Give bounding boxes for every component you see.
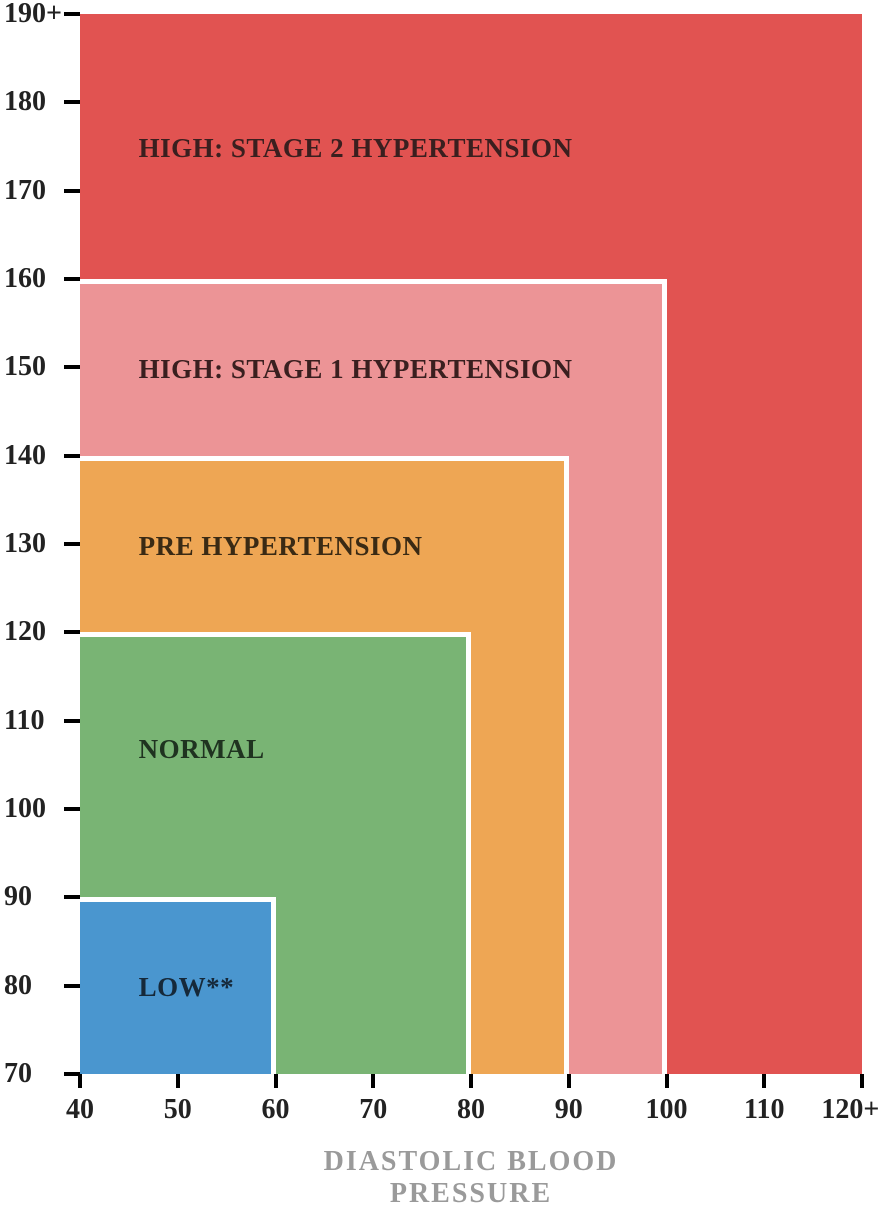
x-tick-mark [176,1074,180,1088]
x-tick-label: 80 [457,1094,485,1126]
y-tick-mark [64,100,80,104]
x-tick-mark [860,1074,864,1088]
x-tick-label: 110 [744,1094,784,1126]
y-tick-label: 80 [4,970,32,1002]
y-tick-label: 170 [4,175,46,207]
y-tick-label: 150 [4,351,46,383]
x-axis-title: DIASTOLIC BLOOD PRESSURE [266,1146,677,1210]
region-label-normal: NORMAL [139,734,265,765]
y-tick-label: 180 [4,86,46,118]
x-tick-label: 90 [555,1094,583,1126]
bp-chart: HIGH: STAGE 2 HYPERTENSION HIGH: STAGE 1 … [0,0,882,1192]
x-tick-mark [665,1074,669,1088]
y-tick-mark [64,630,80,634]
y-tick-label: 90 [4,881,32,913]
region-label-stage2: HIGH: STAGE 2 HYPERTENSION [139,133,573,164]
y-tick-label: 70 [4,1058,32,1090]
region-label-prehtn: PRE HYPERTENSION [139,531,423,562]
x-tick-label: 40 [66,1094,94,1126]
x-tick-mark [469,1074,473,1088]
y-tick-label: 120 [4,616,46,648]
x-tick-mark [371,1074,375,1088]
x-tick-mark [78,1074,82,1088]
x-tick-mark [762,1074,766,1088]
y-tick-mark [64,12,80,16]
region-label-stage1: HIGH: STAGE 1 HYPERTENSION [139,354,573,385]
y-tick-label: 160 [4,263,46,295]
plot-area: HIGH: STAGE 2 HYPERTENSION HIGH: STAGE 1 … [80,14,862,1074]
y-tick-mark [64,719,80,723]
x-tick-mark [274,1074,278,1088]
x-tick-label: 120+ [821,1094,879,1126]
y-tick-mark [64,895,80,899]
y-tick-mark [64,984,80,988]
y-tick-label: 110 [4,705,44,737]
y-tick-label: 130 [4,528,46,560]
y-tick-label: 100 [4,793,46,825]
y-tick-mark [64,807,80,811]
y-tick-label: 140 [4,440,46,472]
region-label-low: LOW** [139,972,235,1003]
y-tick-mark [64,277,80,281]
x-tick-mark [567,1074,571,1088]
x-tick-label: 100 [646,1094,688,1126]
y-tick-mark [64,454,80,458]
x-tick-label: 50 [164,1094,192,1126]
y-tick-label: 190+ [4,0,62,30]
y-tick-mark [64,542,80,546]
x-tick-label: 70 [359,1094,387,1126]
y-tick-mark [64,189,80,193]
x-tick-label: 60 [262,1094,290,1126]
y-tick-mark [64,365,80,369]
